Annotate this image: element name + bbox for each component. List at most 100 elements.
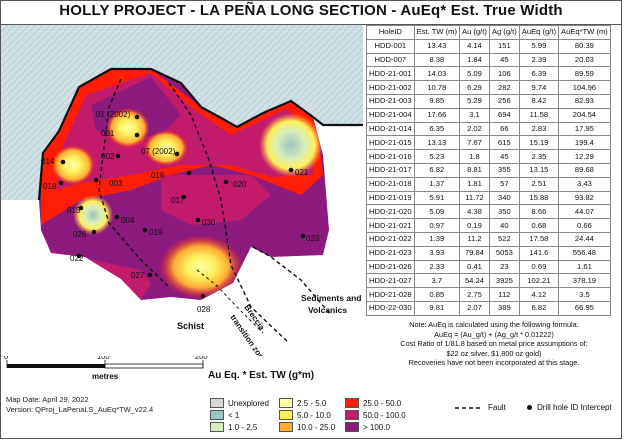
- table-cell: 44.07: [558, 204, 611, 220]
- table-cell: 5.91: [413, 190, 461, 206]
- table-row: HDD-21-023 3.93 79.84 5053 141.6 556.48: [366, 245, 611, 261]
- table-cell: HDD-22-030: [366, 300, 415, 316]
- drill-hole-label: 001: [101, 129, 115, 138]
- fault-line-west: [98, 78, 170, 288]
- header-aueq-tw: AuEq*TW (m): [558, 25, 611, 40]
- table-cell: 0.19: [459, 218, 490, 233]
- table-cell: HDD-21-027: [366, 273, 415, 289]
- scale-tick-0: 0: [4, 356, 8, 361]
- table-cell: 11.2: [459, 231, 490, 247]
- legend-item-label: < 1: [228, 410, 240, 420]
- drill-hole-dot: [115, 153, 121, 159]
- drill-hole-dot: [223, 179, 229, 185]
- table-cell: 6.29: [459, 80, 490, 95]
- drill-hole-dot: [186, 170, 192, 176]
- table-cell: 8.38: [413, 52, 461, 68]
- drill-hole-label: 028: [197, 305, 211, 314]
- table-cell: 80.39: [558, 38, 611, 54]
- legend-fault-label: Fault: [488, 403, 506, 412]
- legend-item: > 100.0: [345, 422, 390, 432]
- table-cell: HDD-21-003: [366, 93, 415, 109]
- table-cell: 199.4: [558, 135, 611, 151]
- long-section-map: 01 (2002) 001 07 (2002) 014 002 016 018 003 020 0…: [1, 25, 363, 356]
- table-cell: 24.44: [558, 231, 611, 247]
- legend-drill-hole: Drill hole ID Intercept: [527, 403, 612, 412]
- table-cell: 389: [488, 300, 520, 316]
- drill-hole-dot: [288, 167, 294, 173]
- legend-swatch: [345, 410, 359, 420]
- table-cell: 7.67: [459, 135, 490, 151]
- table-cell: 3925: [488, 273, 520, 289]
- table-cell: 2.35: [518, 149, 560, 164]
- drill-hole-dot: [134, 132, 140, 138]
- note-line-2: AuEq = (Au_g/t) + (Ag_g/t * 0.01222): [434, 329, 554, 339]
- drill-hole-label: 021: [295, 168, 309, 177]
- table-cell: 522: [488, 231, 520, 247]
- scale-bar: 0 100 200 metres: [4, 356, 208, 381]
- drill-hole-dot: [195, 217, 201, 223]
- header-ag: Ag (g/t): [488, 25, 520, 40]
- legend-fault: Fault: [455, 403, 506, 412]
- page-title: HOLLY PROJECT - LA PEÑA LONG SECTION - A…: [59, 2, 563, 19]
- table-cell: 54.24: [459, 273, 490, 289]
- legend-item: < 1: [210, 410, 239, 420]
- drill-hole-label: 017: [171, 196, 185, 205]
- header-au: Au (g/t): [459, 25, 490, 40]
- legend-item-label: 1.0 - 2.5: [228, 422, 258, 432]
- sediments-label-line2: Volcanics: [308, 305, 347, 315]
- calculation-notes: Note: AuEq is calculated using the follo…: [366, 320, 622, 368]
- legend-item-label: 25.0 - 50.0: [363, 398, 402, 408]
- table-cell: 2.39: [518, 52, 560, 68]
- table-cell: HDD-21-022: [366, 231, 415, 247]
- legend-item: 1.0 - 2.5: [210, 422, 257, 432]
- table-cell: 12.29: [558, 149, 611, 164]
- table-cell: 0.66: [558, 218, 611, 233]
- legend-item-label: > 100.0: [363, 422, 390, 432]
- note-line-5: Recoveries have not been incorporated at…: [408, 358, 580, 368]
- table-cell: 20.03: [558, 52, 611, 68]
- drill-hole-label: 030: [202, 218, 216, 227]
- table-cell: HDD-21-015: [366, 135, 415, 151]
- table-cell: 23: [488, 259, 520, 275]
- table-cell: 57: [488, 176, 520, 192]
- drill-hole-label: 018: [43, 182, 57, 191]
- table-cell: 13.13: [413, 135, 461, 151]
- table-row: HDD-21-027 3.7 54.24 3925 102.21 378.19: [366, 273, 611, 289]
- table-cell: 4.38: [459, 204, 490, 220]
- legend-item: 50.0 - 100.0: [345, 410, 406, 420]
- table-row: HDD-001 13.43 4.14 151 5.99 80.39: [366, 38, 611, 54]
- table-row: HDD-21-015 13.13 7.67 615 15.19 199.4: [366, 135, 611, 151]
- legend-swatch: [210, 410, 224, 420]
- legend-item-label: 5.0 - 10.0: [297, 410, 331, 420]
- table-cell: 1.8: [459, 149, 490, 164]
- table-cell: 694: [488, 107, 520, 123]
- table-cell: HDD-007: [366, 52, 415, 68]
- drill-hole-dot-icon: [527, 405, 532, 410]
- table-cell: 4.12: [518, 287, 560, 302]
- table-cell: 6.39: [518, 66, 560, 82]
- legend-swatch: [345, 398, 359, 408]
- table-cell: 17.58: [518, 231, 560, 247]
- table-cell: 79.84: [459, 245, 490, 261]
- sky-hatched-area: [1, 25, 363, 200]
- drill-hole-label: 014: [41, 157, 55, 166]
- table-cell: 556.48: [558, 245, 611, 261]
- table-cell: 6.35: [413, 121, 461, 137]
- table-row: HDD-21-020 5.09 4.38 350 8.66 44.07: [366, 204, 611, 220]
- table-cell: 5.29: [459, 93, 490, 109]
- table-cell: 204.54: [558, 107, 611, 123]
- table-cell: 6.82: [518, 300, 560, 316]
- table-cell: 1.37: [413, 176, 461, 192]
- table-cell: 3.93: [413, 245, 461, 261]
- drill-hole-dot: [134, 114, 140, 120]
- table-cell: HDD-21-028: [366, 287, 415, 302]
- table-cell: 151: [488, 38, 520, 54]
- drill-hole-dot: [60, 159, 66, 165]
- drill-hole-dot: [58, 180, 64, 186]
- legend-item: 5.0 - 10.0: [279, 410, 331, 420]
- drill-hole-dot: [142, 227, 148, 233]
- drill-results-table: HoleID Est. TW (m) Au (g/t) Ag (g/t) AuE…: [366, 25, 611, 316]
- table-cell: 9.81: [413, 300, 461, 316]
- legend-swatch: [210, 398, 224, 408]
- table-cell: 15.88: [518, 190, 560, 206]
